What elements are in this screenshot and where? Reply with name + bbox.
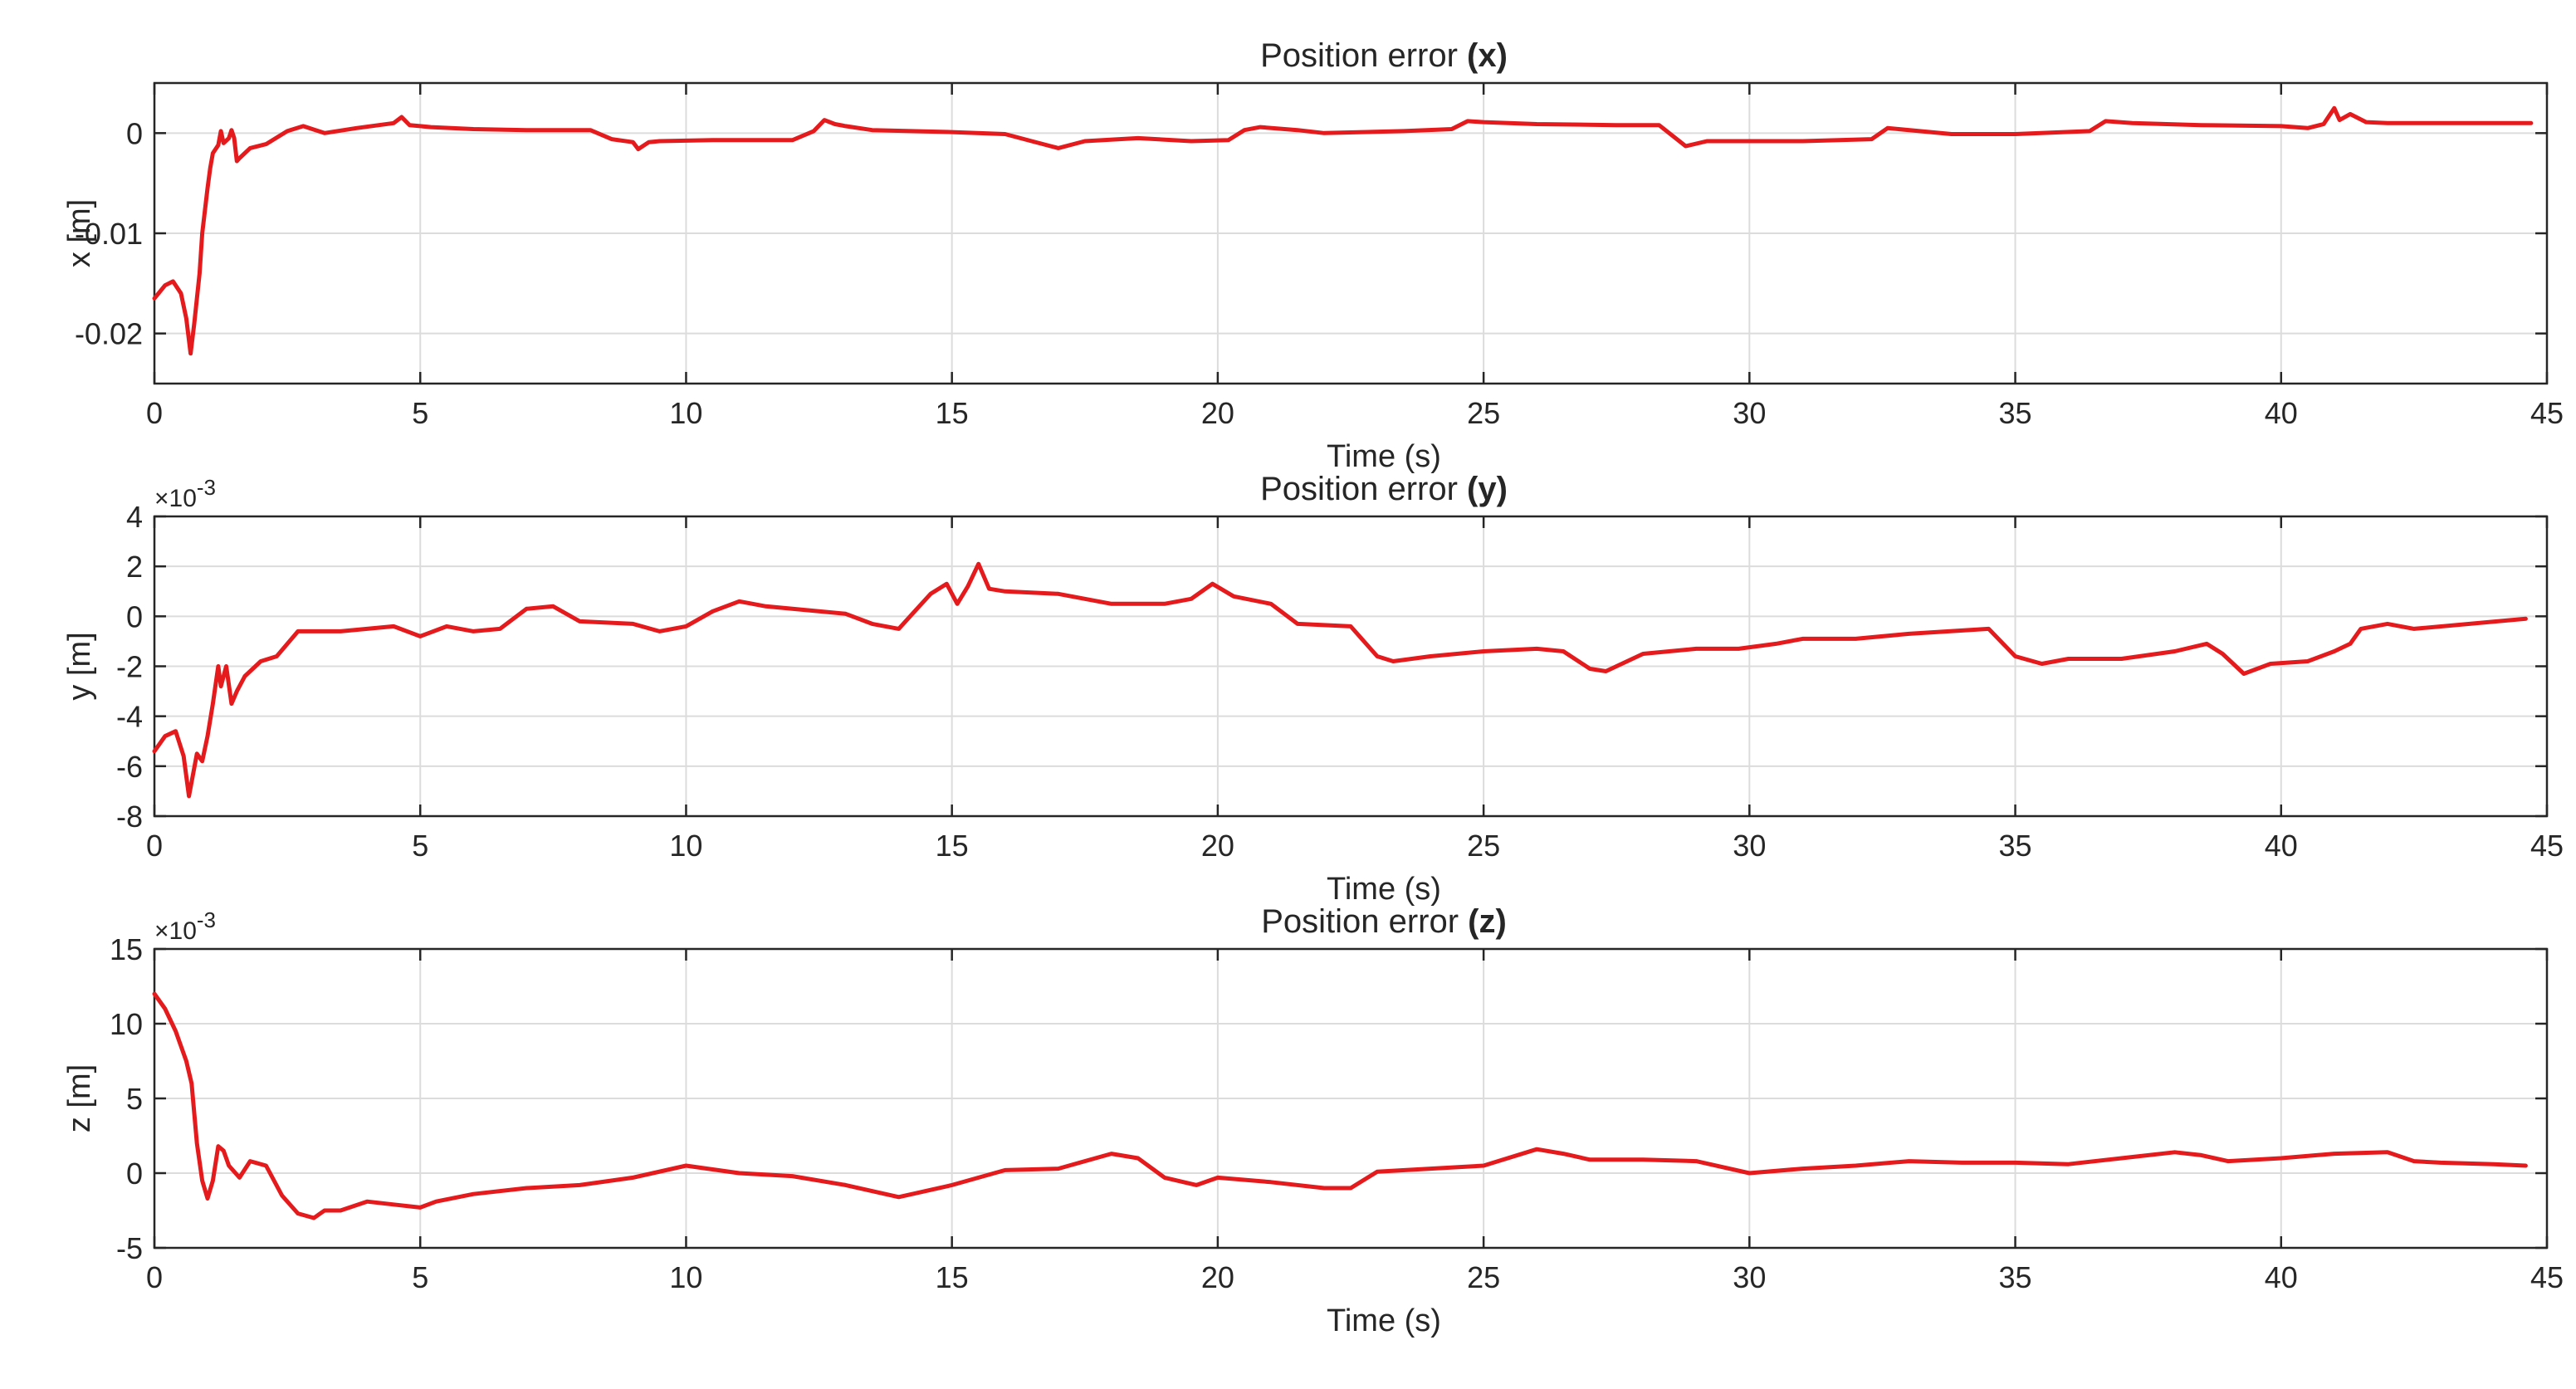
x-tick-label: 40: [2265, 829, 2298, 863]
y-exponent-power: -3: [197, 475, 216, 500]
x-tick-label: 0: [146, 829, 163, 863]
x-axis-label: Time (s): [1327, 1303, 1441, 1338]
y-tick-label: 15: [110, 932, 143, 966]
x-tick-label: 0: [146, 1260, 163, 1294]
subplot-0: 0 5 10 15 20 25 30 35 40 45 -0.02 -0.01 0 Position er…: [62, 37, 2564, 474]
x-tick-label: 25: [1467, 396, 1500, 430]
x-tick-label: 15: [936, 829, 969, 863]
y-tick-label: -0.01: [75, 217, 143, 251]
x-tick-label: 45: [2530, 829, 2564, 863]
x-tick-label: 10: [669, 829, 702, 863]
x-tick-label: 35: [1999, 829, 2032, 863]
y-tick-label: -5: [116, 1231, 143, 1265]
y-exponent-power: -3: [197, 907, 216, 932]
y-tick-label: 0: [126, 116, 143, 150]
x-tick-label: 20: [1201, 1260, 1234, 1294]
chart-title-variable: (x): [1467, 37, 1508, 74]
y-exponent-label: ×10-3: [154, 475, 216, 512]
x-tick-label: 45: [2530, 1260, 2564, 1294]
y-exponent-label: ×10-3: [154, 907, 216, 945]
y-tick-label: -8: [116, 800, 143, 834]
x-tick-label: 15: [936, 1260, 969, 1294]
x-tick-label: 25: [1467, 1260, 1500, 1294]
y-tick-label: 0: [126, 599, 143, 633]
y-tick-label: 10: [110, 1007, 143, 1041]
chart-title: Position error (x): [1260, 37, 1508, 74]
chart-title-variable: (z): [1468, 903, 1507, 940]
x-tick-label: 5: [412, 1260, 428, 1294]
x-tick-label: 20: [1201, 829, 1234, 863]
axes-box: [153, 947, 2549, 1250]
x-tick-label: 30: [1733, 829, 1766, 863]
subplot-1: 0 5 10 15 20 25 30 35 40 45 -8 -6 -4 -2 0 2 4 Position er…: [62, 471, 2564, 907]
x-tick-label: 5: [412, 396, 428, 430]
x-tick-label: 30: [1733, 1260, 1766, 1294]
series-line-z-error: [152, 991, 2528, 1220]
x-tick-label: 20: [1201, 396, 1234, 430]
y-tick-label: -6: [116, 750, 143, 784]
x-tick-label: 0: [146, 396, 163, 430]
y-tick-label: 2: [126, 550, 143, 584]
x-tick-label: 35: [1999, 396, 2032, 430]
x-axis-label: Time (s): [1327, 872, 1441, 907]
x-tick-label: 40: [2265, 1260, 2298, 1294]
y-tick-label: -2: [116, 650, 143, 684]
x-tick-label: 40: [2265, 396, 2298, 430]
y-tick-label: 4: [126, 500, 143, 534]
series-line-x-error: [152, 105, 2534, 356]
chart-title: Position error (y): [1260, 471, 1508, 507]
y-axis-label: z [m]: [62, 1064, 97, 1132]
x-tick-label: 15: [936, 396, 969, 430]
y-exponent-base: ×10: [154, 917, 197, 945]
chart-title-text: Position error: [1260, 471, 1467, 507]
chart-title-text: Position error: [1260, 37, 1467, 74]
axes-box: [153, 81, 2549, 385]
y-axis-label: x [m]: [62, 199, 97, 267]
chart-title-variable: (y): [1467, 471, 1508, 507]
chart-title-text: Position error: [1261, 903, 1468, 940]
x-axis-label: Time (s): [1327, 439, 1441, 474]
y-tick-label: -0.02: [75, 317, 143, 351]
y-tick-label: -4: [116, 700, 143, 734]
y-tick-label: 0: [126, 1157, 143, 1191]
x-tick-label: 35: [1999, 1260, 2032, 1294]
y-exponent-base: ×10: [154, 485, 197, 512]
x-tick-label: 30: [1733, 396, 1766, 430]
y-axis-label: y [m]: [62, 632, 97, 700]
x-tick-label: 10: [669, 396, 702, 430]
x-tick-label: 25: [1467, 829, 1500, 863]
x-tick-label: 5: [412, 829, 428, 863]
series-line-y-error: [152, 561, 2528, 799]
axes-box: [153, 515, 2549, 818]
chart-title: Position error (z): [1261, 903, 1507, 940]
x-tick-label: 10: [669, 1260, 702, 1294]
y-tick-label: 5: [126, 1082, 143, 1116]
x-tick-label: 45: [2530, 396, 2564, 430]
